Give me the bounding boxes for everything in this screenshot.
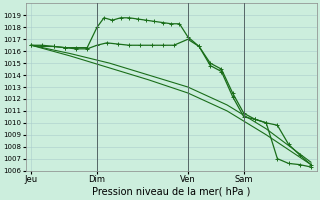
X-axis label: Pression niveau de la mer( hPa ): Pression niveau de la mer( hPa ): [92, 187, 250, 197]
